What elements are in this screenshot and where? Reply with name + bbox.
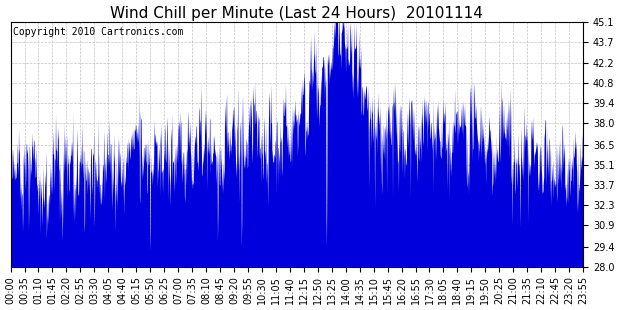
Text: Copyright 2010 Cartronics.com: Copyright 2010 Cartronics.com (14, 27, 184, 37)
Title: Wind Chill per Minute (Last 24 Hours)  20101114: Wind Chill per Minute (Last 24 Hours) 20… (110, 6, 483, 20)
